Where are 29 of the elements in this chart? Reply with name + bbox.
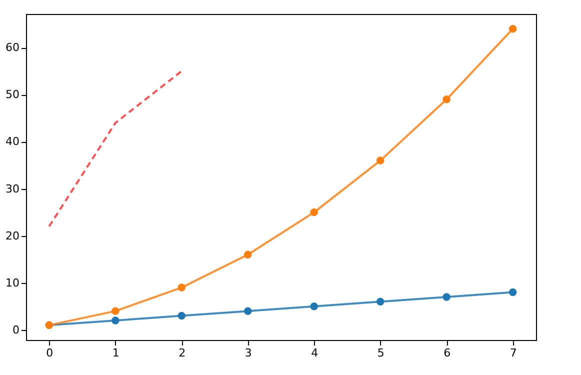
point bbox=[244, 250, 252, 258]
point bbox=[508, 24, 517, 33]
point bbox=[376, 298, 384, 306]
point bbox=[244, 307, 252, 315]
y-tick-label: 40 bbox=[6, 135, 20, 148]
point bbox=[178, 284, 186, 292]
y-tick-label: 0 bbox=[12, 323, 20, 336]
point bbox=[442, 293, 450, 301]
x-tick-label: 3 bbox=[244, 346, 252, 360]
x-tick-label: 7 bbox=[510, 346, 517, 360]
x-tick-label: 0 bbox=[46, 346, 54, 360]
point bbox=[310, 302, 318, 310]
x-tick-label: 2 bbox=[178, 346, 186, 360]
x-tick-label: 4 bbox=[311, 346, 318, 360]
x-tick-label: 5 bbox=[377, 346, 384, 360]
y-tick-label: 20 bbox=[6, 229, 20, 242]
y-tick-label: 60 bbox=[6, 41, 20, 54]
point bbox=[310, 208, 318, 216]
y-tick-label: 30 bbox=[6, 182, 20, 196]
y-tick-label: 10 bbox=[6, 276, 20, 290]
y-tick-label: 50 bbox=[6, 88, 20, 102]
point bbox=[178, 312, 186, 320]
x-tick-label: 6 bbox=[444, 346, 451, 360]
x-tick-label: 1 bbox=[112, 346, 120, 360]
point bbox=[376, 156, 384, 164]
point bbox=[112, 316, 120, 324]
point bbox=[442, 96, 450, 104]
point bbox=[508, 288, 517, 296]
point bbox=[112, 307, 120, 315]
